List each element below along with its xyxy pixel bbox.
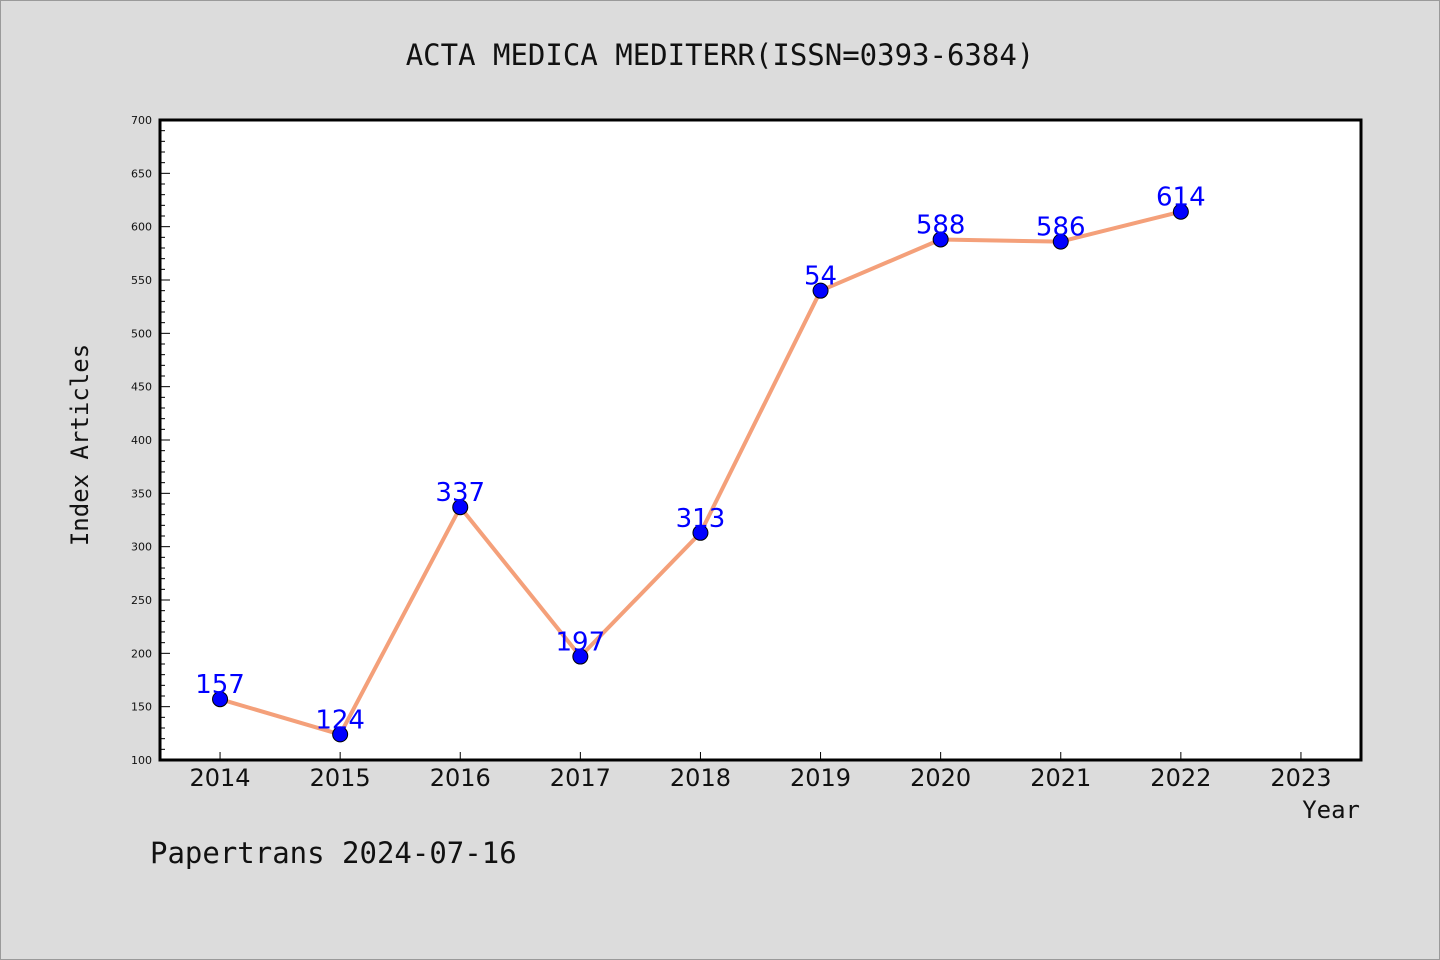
y-tick-label: 600 [131, 221, 152, 234]
plot-area [158, 118, 1363, 762]
y-tick-label: 150 [131, 701, 152, 714]
data-point [1172, 203, 1189, 220]
x-tick-label: 2021 [1030, 764, 1091, 792]
y-axis: 100 150 200 250 300 350 400 450 500 550 600 650 700 [131, 114, 170, 767]
y-tick-label: 400 [131, 434, 152, 447]
data-label: 586 [1036, 213, 1086, 243]
x-tick-label: 2022 [1150, 764, 1211, 792]
y-tick-label: 500 [131, 327, 152, 340]
data-labels: 157 124 337 197 313 54 588 586 614 [195, 183, 1205, 736]
chart-title: ACTA MEDICA MEDITERR(ISSN=0393-6384) [405, 38, 1035, 72]
x-axis: 2014 2015 2016 2017 2018 2019 2020 2021 2022 2023 [190, 752, 1331, 792]
data-point [332, 726, 349, 743]
data-point [1052, 233, 1069, 250]
data-point [692, 524, 709, 541]
series-line [212, 203, 1189, 743]
y-tick-label: 650 [131, 167, 152, 180]
data-label: 614 [1156, 183, 1206, 213]
data-label: 313 [676, 504, 726, 534]
data-point [812, 282, 829, 299]
x-tick-label: 2015 [310, 764, 371, 792]
y-tick-label: 300 [131, 541, 152, 554]
data-label: 197 [556, 628, 606, 658]
x-tick-label: 2016 [430, 764, 491, 792]
data-point [572, 648, 589, 665]
data-label: 588 [916, 210, 966, 240]
data-point [212, 691, 229, 708]
x-tick-label: 2017 [550, 764, 611, 792]
data-label: 124 [315, 705, 365, 735]
x-tick-label: 2019 [790, 764, 851, 792]
y-tick-label: 450 [131, 381, 152, 394]
y-tick-label: 250 [131, 594, 152, 607]
x-tick-label: 2023 [1270, 764, 1331, 792]
data-point [932, 231, 949, 248]
y-tick-label: 100 [131, 754, 152, 767]
x-tick-label: 2020 [910, 764, 971, 792]
data-label: 54 [804, 262, 837, 292]
x-axis-label: Year [1302, 796, 1360, 824]
x-tick-label: 2018 [670, 764, 731, 792]
y-tick-label: 700 [131, 114, 152, 127]
y-tick-label: 550 [131, 274, 152, 287]
x-tick-label: 2014 [190, 764, 251, 792]
data-label: 337 [435, 478, 485, 508]
y-tick-label: 200 [131, 647, 152, 660]
y-tick-label: 350 [131, 487, 152, 500]
data-label: 157 [195, 670, 245, 700]
footer-note: Papertrans 2024-07-16 [150, 836, 517, 870]
data-point [452, 499, 469, 516]
